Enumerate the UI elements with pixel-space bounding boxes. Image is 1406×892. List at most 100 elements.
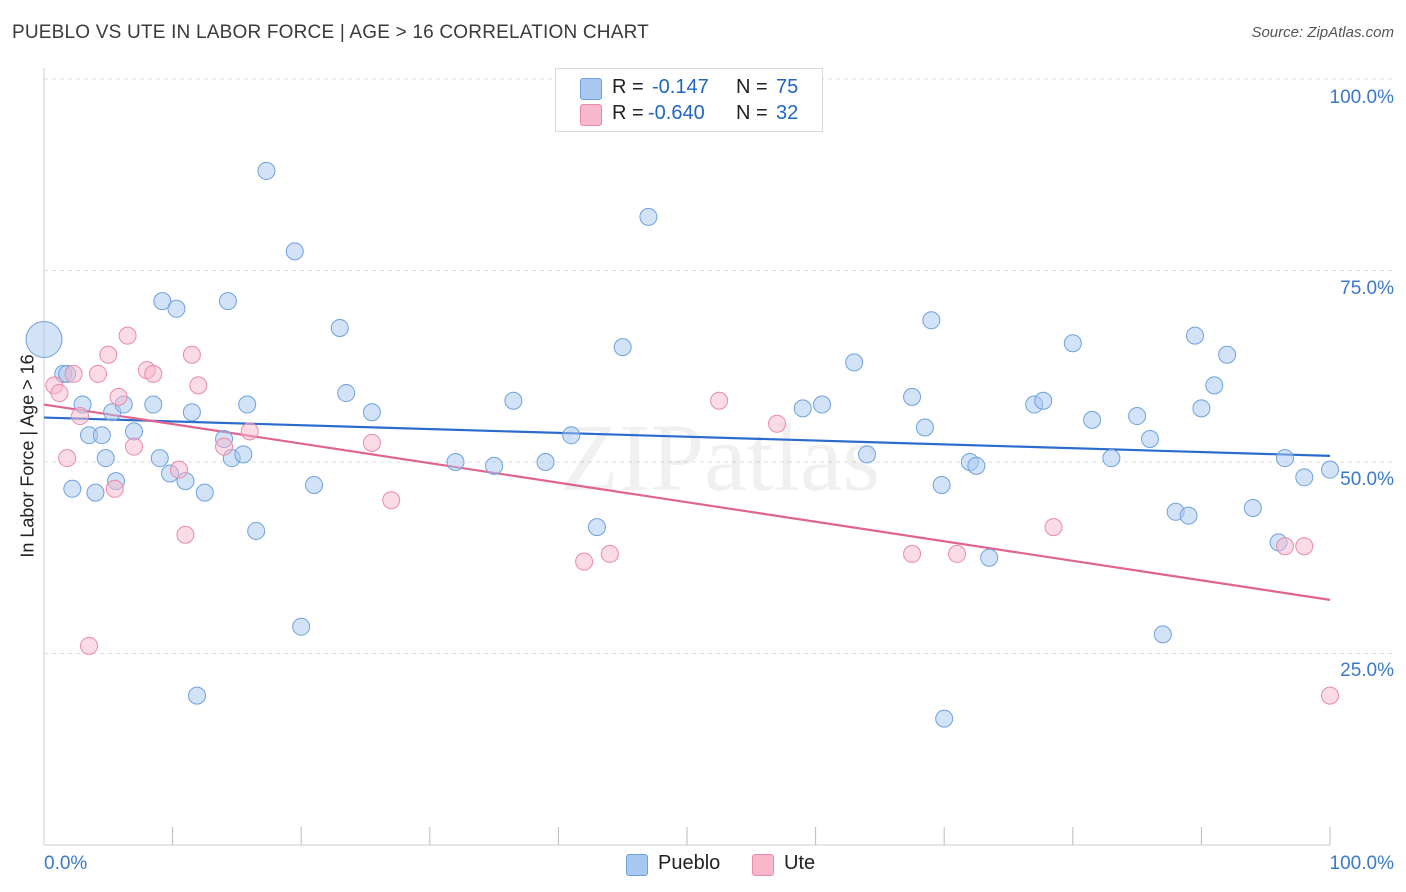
data-point-ute <box>80 636 99 655</box>
data-point-pueblo <box>305 475 324 494</box>
data-point-ute <box>1295 537 1314 556</box>
data-point-pueblo <box>446 453 465 471</box>
legend-label: Pueblo <box>658 852 721 874</box>
data-point-pueblo <box>195 483 214 502</box>
data-point-pueblo <box>1083 410 1102 429</box>
data-point-pueblo <box>144 395 163 414</box>
data-point-pueblo <box>188 686 207 705</box>
data-point-ute <box>1044 518 1063 537</box>
data-point-ute <box>189 376 208 395</box>
data-point-pueblo <box>125 422 144 441</box>
data-point-ute <box>144 364 163 383</box>
data-point-pueblo <box>1179 506 1198 525</box>
data-point-pueblo <box>167 299 186 318</box>
ute-swatch <box>580 104 602 126</box>
source-credit: Source: ZipAtlas.com <box>1251 24 1394 41</box>
r-label: R = <box>612 102 644 124</box>
data-point-pueblo <box>292 617 311 636</box>
r-value: -0.640 <box>648 102 705 124</box>
y-axis-label: In Labor Force | Age > 16 <box>17 354 38 558</box>
data-point-pueblo <box>337 384 356 403</box>
data-point-ute <box>182 345 201 364</box>
data-point-ute <box>768 414 787 433</box>
data-point-pueblo <box>587 518 606 537</box>
data-point-pueblo <box>1140 430 1159 449</box>
data-point-ute <box>176 525 195 544</box>
ute-swatch <box>752 854 774 876</box>
data-point-pueblo <box>562 426 581 445</box>
correlation-legend: R = -0.147 N = 75 R = -0.640 N = 32 <box>555 68 823 132</box>
data-point-pueblo <box>1034 391 1053 410</box>
data-point-ute <box>382 491 401 510</box>
data-point-pueblo <box>613 338 632 357</box>
data-point-pueblo <box>504 391 523 410</box>
data-point-ute <box>89 364 108 383</box>
data-point-pueblo <box>793 399 812 418</box>
data-point-pueblo <box>25 320 63 358</box>
data-point-pueblo <box>330 318 349 337</box>
data-point-pueblo <box>1192 399 1211 418</box>
data-point-ute <box>50 384 69 403</box>
data-point-pueblo <box>1218 345 1237 364</box>
data-point-pueblo <box>92 426 111 445</box>
data-point-pueblo <box>967 456 986 475</box>
n-value: 75 <box>776 76 799 98</box>
n-label: N = <box>736 76 768 98</box>
data-point-pueblo <box>1153 625 1172 644</box>
data-point-ute <box>240 422 259 441</box>
data-point-ute <box>109 387 128 406</box>
x-tick-label-min: 0.0% <box>44 853 88 874</box>
data-point-pueblo <box>96 449 115 468</box>
data-point-pueblo <box>153 292 172 311</box>
r-label: R = <box>612 76 644 98</box>
data-point-ute <box>903 544 922 563</box>
data-point-pueblo <box>485 456 504 475</box>
data-point-pueblo <box>903 387 922 406</box>
chart-title: PUEBLO VS UTE IN LABOR FORCE | AGE > 16 … <box>12 22 649 43</box>
n-value: 32 <box>776 102 799 124</box>
data-point-ute <box>215 437 234 456</box>
data-point-pueblo <box>257 161 276 180</box>
trend-line-ute <box>43 403 1331 601</box>
data-point-pueblo <box>238 395 257 414</box>
data-point-ute <box>99 345 118 364</box>
trend-lines <box>43 403 1331 601</box>
data-point-pueblo <box>86 483 105 502</box>
data-point-pueblo <box>858 445 877 464</box>
y-tick-label: 25.0% <box>1340 660 1394 681</box>
data-point-pueblo <box>845 353 864 372</box>
trend-line-pueblo <box>43 416 1331 457</box>
data-point-pueblo <box>1102 449 1121 468</box>
data-point-ute <box>105 479 124 498</box>
grid-lines <box>44 78 1392 654</box>
y-tick-label: 75.0% <box>1340 278 1394 299</box>
axes <box>43 68 1331 846</box>
data-point-pueblo <box>915 418 934 437</box>
data-point-pueblo <box>234 445 253 464</box>
data-point-pueblo <box>1321 460 1339 479</box>
data-point-pueblo <box>63 479 82 498</box>
data-point-pueblo <box>813 395 832 414</box>
y-tick-label: 100.0% <box>1329 87 1394 108</box>
data-point-ute <box>1275 537 1294 556</box>
data-point-pueblo <box>922 311 941 330</box>
pueblo-swatch <box>580 78 602 100</box>
data-point-ute <box>125 437 144 456</box>
data-point-ute <box>118 326 137 345</box>
data-point-pueblo <box>247 521 266 540</box>
data-point-pueblo <box>362 403 381 422</box>
data-point-ute <box>710 391 729 410</box>
data-point-pueblo <box>285 242 304 261</box>
watermark: ZIPatlas <box>560 404 880 511</box>
data-point-pueblo <box>932 475 951 494</box>
pueblo-swatch <box>626 854 648 876</box>
data-point-ute <box>71 407 90 426</box>
data-point-pueblo <box>1205 376 1224 395</box>
data-point-ute <box>575 552 594 571</box>
data-point-ute <box>64 364 83 383</box>
data-point-pueblo <box>218 292 237 311</box>
data-point-pueblo <box>980 548 999 567</box>
data-point-pueblo <box>1185 326 1204 345</box>
data-points <box>25 161 1339 728</box>
